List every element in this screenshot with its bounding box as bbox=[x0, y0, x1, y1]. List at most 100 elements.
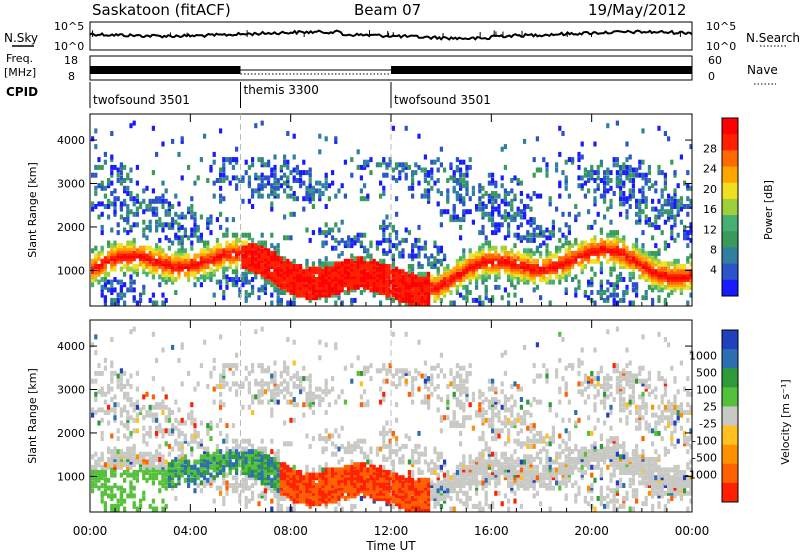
power-cell bbox=[462, 198, 466, 204]
power-cell bbox=[324, 204, 328, 209]
power-cell bbox=[407, 269, 411, 275]
power-cell bbox=[289, 274, 293, 280]
power-cell bbox=[455, 178, 459, 183]
power-cell bbox=[391, 287, 395, 293]
velocity-cell bbox=[174, 483, 178, 488]
velocity-cell bbox=[129, 449, 133, 455]
power-cell bbox=[455, 157, 459, 163]
power-cell bbox=[673, 266, 677, 272]
velocity-cell bbox=[158, 402, 162, 408]
power-cell bbox=[430, 170, 434, 176]
power-cell bbox=[235, 157, 239, 163]
power-cell bbox=[583, 290, 587, 295]
power-cell bbox=[135, 222, 139, 228]
power-cell bbox=[359, 261, 363, 267]
power-cell bbox=[222, 164, 226, 170]
power-cell bbox=[404, 175, 408, 181]
velocity-cell bbox=[199, 467, 203, 473]
power-cell bbox=[455, 266, 459, 272]
power-cell bbox=[507, 277, 511, 282]
power-cell bbox=[539, 266, 543, 272]
power-cell bbox=[385, 264, 389, 269]
power-cell bbox=[97, 164, 101, 170]
power-cell bbox=[446, 287, 450, 293]
velocity-cell bbox=[142, 456, 146, 462]
power-cell bbox=[241, 277, 245, 282]
velocity-cell bbox=[257, 454, 261, 460]
velocity-cell bbox=[174, 441, 178, 447]
power-cell bbox=[343, 159, 347, 165]
velocity-cell bbox=[308, 480, 312, 486]
velocity-cell bbox=[363, 472, 367, 478]
power-cell bbox=[414, 277, 418, 282]
power-cell bbox=[657, 274, 661, 280]
velocity-cell bbox=[369, 376, 373, 382]
power-cell bbox=[651, 274, 655, 280]
velocity-cell bbox=[321, 475, 325, 481]
power-cell bbox=[676, 204, 680, 209]
power-cell bbox=[158, 253, 162, 259]
velocity-cell bbox=[385, 493, 389, 499]
velocity-cell bbox=[94, 464, 98, 470]
power-cell bbox=[439, 162, 443, 168]
power-cell bbox=[356, 279, 360, 285]
power-cell bbox=[548, 274, 552, 280]
power-cell bbox=[129, 224, 133, 230]
velocity-cell bbox=[110, 503, 114, 509]
power-cell bbox=[372, 279, 376, 285]
velocity-cell bbox=[331, 488, 335, 494]
velocity-cell bbox=[251, 368, 255, 374]
power-cell bbox=[203, 250, 207, 256]
power-cell bbox=[308, 237, 312, 243]
power-cell bbox=[155, 151, 159, 157]
velocity-cell bbox=[388, 496, 392, 501]
power-cell bbox=[420, 282, 424, 288]
power-cell bbox=[631, 258, 635, 264]
power-cell bbox=[583, 248, 587, 254]
power-cell bbox=[350, 264, 354, 269]
velocity-cell bbox=[225, 462, 229, 468]
velocity-cell bbox=[398, 483, 402, 488]
velocity-cell bbox=[187, 464, 191, 470]
power-cell bbox=[535, 248, 539, 254]
power-cell bbox=[254, 269, 258, 275]
power-cell bbox=[459, 183, 463, 189]
power-cell bbox=[423, 279, 427, 285]
velocity-cell bbox=[171, 459, 175, 465]
velocity-cell bbox=[113, 415, 117, 421]
power-cell bbox=[631, 178, 635, 183]
power-cell bbox=[318, 274, 322, 280]
power-cell bbox=[599, 230, 603, 236]
power-cell bbox=[206, 217, 210, 223]
power-cell bbox=[177, 151, 181, 157]
power-cell bbox=[433, 295, 437, 301]
power-cell bbox=[126, 175, 130, 181]
velocity-cell bbox=[404, 496, 408, 501]
velocity-cell bbox=[379, 470, 383, 475]
power-cell bbox=[180, 261, 184, 267]
power-cell bbox=[183, 261, 187, 267]
velocity-cell bbox=[180, 470, 184, 475]
velocity-cell bbox=[132, 472, 136, 478]
velocity-cell bbox=[395, 384, 399, 389]
power-cell bbox=[327, 266, 331, 272]
power-cell bbox=[155, 198, 159, 204]
power-cell bbox=[97, 214, 101, 220]
power-cell bbox=[663, 198, 667, 204]
power-cell bbox=[545, 253, 549, 259]
power-cell bbox=[369, 271, 373, 277]
power-cell bbox=[225, 248, 229, 254]
velocity-cell bbox=[356, 370, 360, 376]
velocity-cell bbox=[206, 477, 210, 483]
velocity-cell bbox=[356, 464, 360, 470]
power-cell bbox=[142, 290, 146, 295]
power-cell bbox=[212, 180, 216, 186]
velocity-cell bbox=[401, 373, 405, 379]
power-cell bbox=[670, 206, 674, 212]
power-cell bbox=[206, 219, 210, 225]
power-cell bbox=[254, 243, 258, 249]
velocity-cell bbox=[363, 368, 367, 374]
power-cell bbox=[423, 297, 427, 303]
power-colorbar-cell bbox=[722, 150, 738, 168]
power-cell bbox=[273, 253, 277, 259]
